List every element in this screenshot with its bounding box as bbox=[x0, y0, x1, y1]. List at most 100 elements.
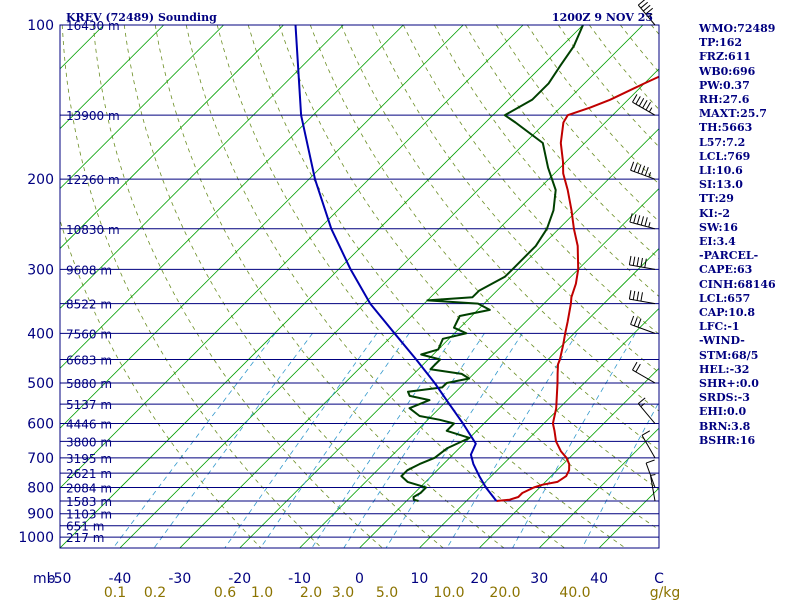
dry-adiabat bbox=[309, 25, 659, 451]
pressure-tick-label: 300 bbox=[27, 262, 54, 278]
mixing-ratio-tick-label: 0.1 bbox=[104, 585, 126, 600]
wind-barb-flag bbox=[636, 257, 640, 267]
mixing-ratio-line bbox=[224, 333, 378, 548]
dry-adiabat bbox=[154, 25, 505, 548]
dry-adiabat bbox=[278, 25, 659, 491]
wind-barb-flag bbox=[630, 315, 635, 325]
temperature-tick-label: -20 bbox=[228, 571, 251, 587]
index-ei: EI:3.4 bbox=[699, 235, 736, 249]
grid-lines bbox=[60, 25, 659, 548]
isotherm bbox=[60, 25, 584, 548]
dry-adiabat bbox=[340, 25, 659, 412]
mixing-ratio-tick-label: 0.2 bbox=[144, 585, 166, 600]
index-wb0: WB0:696 bbox=[699, 64, 756, 78]
height-label: 1103 m bbox=[66, 508, 112, 522]
wind-barb-flag bbox=[640, 257, 643, 267]
wind-barb bbox=[632, 361, 656, 384]
index-ki: KI:-2 bbox=[699, 206, 730, 220]
wind-barb-staff bbox=[641, 435, 656, 459]
isotherm bbox=[538, 427, 659, 548]
temperature-tick-label: 40 bbox=[590, 571, 608, 587]
mixing-ratio-line bbox=[260, 333, 410, 548]
isotherm bbox=[60, 25, 284, 250]
height-label: 651 m bbox=[66, 520, 104, 534]
wind-barb-staff bbox=[632, 101, 656, 116]
isotherm bbox=[60, 25, 224, 190]
index-sw: SW:16 bbox=[699, 220, 738, 234]
mixing-ratio-line bbox=[581, 401, 659, 548]
temperature-tick-label: 30 bbox=[530, 571, 548, 587]
temperature-trace bbox=[496, 75, 659, 502]
index-hel: HEL:-32 bbox=[699, 362, 750, 376]
stability-index-panel: WMO:72489 TP:162 FRZ:611 WB0:696 PW:0.37… bbox=[699, 22, 799, 448]
wind-barb-staff bbox=[637, 403, 656, 424]
dry-adiabat bbox=[216, 25, 626, 548]
mixing-ratio-tick-label: 3.0 bbox=[332, 585, 354, 600]
temperature-tick-label: 0 bbox=[355, 571, 364, 587]
temperature-tick-label: 20 bbox=[470, 571, 488, 587]
wind-barb-flag bbox=[629, 213, 633, 223]
mixing-ratio-line bbox=[311, 333, 457, 548]
wind-barb-half-flag bbox=[648, 172, 652, 178]
wind-barb-flag bbox=[635, 96, 641, 105]
index-tp: TP:162 bbox=[699, 36, 743, 50]
index-frz: FRZ:611 bbox=[699, 50, 752, 64]
wind-barb-flag bbox=[630, 161, 635, 171]
wind-barb-flag bbox=[641, 165, 646, 175]
wind-barb-flag bbox=[640, 1, 649, 9]
wind-barb-flag bbox=[644, 166, 649, 176]
mixing-ratio-line bbox=[385, 333, 523, 548]
temperature-tick-label: -10 bbox=[288, 571, 311, 587]
isotherm bbox=[60, 25, 404, 369]
index-bshr: BSHR:16 bbox=[699, 433, 756, 447]
height-label: 12260 m bbox=[66, 173, 120, 187]
index-maxt: MAXT:25.7 bbox=[699, 107, 767, 121]
isotherm bbox=[60, 25, 164, 130]
index-li: LI:10.6 bbox=[699, 164, 743, 178]
index-cape: CAPE:63 bbox=[699, 263, 753, 277]
wind-barb-flag bbox=[628, 290, 632, 300]
temperature-tick-label: 10 bbox=[410, 571, 428, 587]
index-cap: CAP:10.8 bbox=[699, 306, 756, 320]
index-lfc: LFC:-1 bbox=[699, 320, 740, 334]
isotherm bbox=[479, 367, 659, 548]
index-tt: TT:29 bbox=[699, 192, 734, 206]
mixing-ratio-tick-label: g/kg bbox=[650, 585, 681, 600]
height-label: 16430 m bbox=[66, 19, 120, 33]
index-brn: BRN:3.8 bbox=[699, 419, 751, 433]
wind-barb-half-flag bbox=[640, 403, 645, 407]
mixing-ratio-line bbox=[112, 333, 276, 548]
index-cinh: CINH:68146 bbox=[699, 277, 776, 291]
index-l57: L57:7.2 bbox=[699, 135, 746, 149]
wind-barb bbox=[649, 474, 656, 502]
height-label: 9608 m bbox=[66, 263, 112, 277]
wind-barb-half-flag bbox=[648, 107, 653, 113]
mixing-ratio-tick-label: 2.0 bbox=[300, 585, 322, 600]
index-stm: STM:68/5 bbox=[699, 348, 759, 362]
wind-barb-staff bbox=[629, 264, 656, 270]
wind-barb-flag bbox=[645, 101, 651, 111]
height-label: 3195 m bbox=[66, 452, 112, 466]
pressure-tick-label: 1000 bbox=[18, 530, 54, 546]
wind-barb bbox=[641, 430, 656, 459]
wind-barb-flag bbox=[640, 292, 643, 302]
wind-barb-flag bbox=[637, 397, 646, 404]
wind-barb-flag bbox=[644, 217, 648, 227]
height-label: 5137 m bbox=[66, 398, 112, 412]
height-label: 6683 m bbox=[66, 354, 112, 368]
height-label: 10830 m bbox=[66, 223, 120, 237]
index-lcl: LCL:769 bbox=[699, 149, 751, 163]
wind-barb-flag bbox=[637, 0, 646, 6]
wind-barb bbox=[629, 213, 656, 230]
mixing-ratio-line bbox=[446, 333, 578, 548]
wind-barb-flag bbox=[644, 258, 647, 268]
wind-barb-flag bbox=[632, 361, 638, 371]
wind-barb-flag bbox=[633, 162, 638, 172]
wind-barbs bbox=[628, 0, 656, 502]
index-srds: SRDS:-3 bbox=[699, 391, 750, 405]
height-label: 8522 m bbox=[66, 298, 112, 312]
pressure-tick-label: 200 bbox=[27, 172, 54, 188]
sounding-time: 1200Z 9 NOV 25 bbox=[552, 11, 653, 24]
